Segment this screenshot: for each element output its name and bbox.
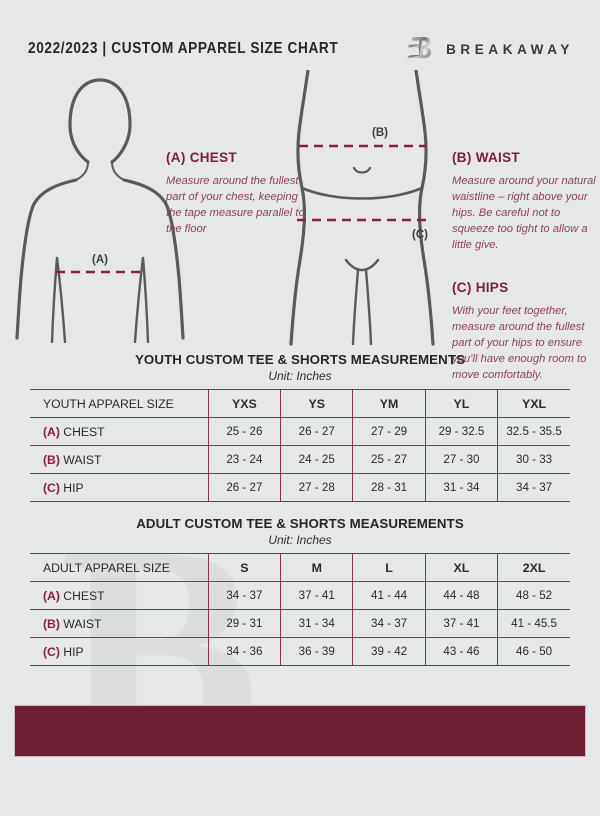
note-hips-heading: (C) HIPS [452, 280, 509, 295]
adult-size-table: ADULT APPAREL SIZE S M L XL 2XL (A) CHEST 34 - … [30, 553, 570, 666]
table-row: (C) HIP 26 - 27 27 - 28 28 - 31 31 - 34 34 - … [30, 473, 570, 502]
table-row: (A) CHEST 25 - 26 26 - 27 27 - 29 29 - 32.5 3… [30, 417, 570, 446]
measurement-cell: 44 - 48 [425, 581, 499, 610]
column-header-cell: YXS [208, 389, 282, 418]
row-code: (C) [43, 480, 60, 495]
note-hips: (C) HIPS With your feet together, measur… [452, 280, 600, 384]
lower-body-figure: (B) (C) [289, 70, 435, 346]
size-chart-page: 2022/2023 | CUSTOM APPAREL SIZE CHART BR… [0, 0, 600, 757]
footer-bar [14, 705, 586, 757]
column-header-cell: L [352, 553, 426, 582]
measurement-cell: 37 - 41 [280, 581, 354, 610]
brand-lockup: BREAKAWAY [407, 34, 574, 64]
row-label-cell: (C) HIP [30, 637, 209, 666]
measurement-cell: 41 - 45.5 [497, 609, 570, 638]
adult-table-block: ADULT CUSTOM TEE & SHORTS MEASUREMENTS U… [0, 516, 600, 666]
note-hips-body: With your feet together, measure around … [452, 305, 587, 381]
page-header: 2022/2023 | CUSTOM APPAREL SIZE CHART BR… [0, 0, 600, 70]
breakaway-b-logo-icon [407, 37, 432, 59]
measurement-cell: 25 - 26 [208, 417, 282, 446]
measurement-cell: 34 - 36 [208, 637, 282, 666]
row-label-cell: (A) CHEST [30, 417, 209, 446]
note-waist-body: Measure around your natural waistline – … [452, 175, 596, 251]
measurement-cell: 34 - 37 [208, 581, 282, 610]
column-header-cell: M [280, 553, 354, 582]
table-row: (A) CHEST 34 - 37 37 - 41 41 - 44 44 - 48 48 … [30, 581, 570, 610]
measurement-cell: 26 - 27 [208, 473, 282, 502]
measurement-cell: 29 - 31 [208, 609, 282, 638]
measurement-cell: 25 - 27 [352, 445, 426, 474]
measurement-cell: 34 - 37 [352, 609, 426, 638]
column-header-cell: YM [352, 389, 426, 418]
table-row: (B) WAIST 29 - 31 31 - 34 34 - 37 37 - 41 41 … [30, 609, 570, 638]
column-header-cell: YS [280, 389, 354, 418]
adult-table-title: ADULT CUSTOM TEE & SHORTS MEASUREMENTS [136, 516, 464, 531]
measurement-cell: 28 - 31 [352, 473, 426, 502]
measurement-cell: 27 - 29 [352, 417, 426, 446]
note-chest-body: Measure around the fullest part of your … [166, 175, 305, 235]
youth-table-title: YOUTH CUSTOM TEE & SHORTS MEASUREMENTS [134, 352, 466, 367]
measurement-cell: 29 - 32.5 [425, 417, 499, 446]
size-header-cell: ADULT APPAREL SIZE [30, 553, 209, 582]
measurement-diagrams: (A) (B) (C) [0, 70, 600, 381]
measurement-cell: 39 - 42 [352, 637, 426, 666]
youth-table-block: YOUTH CUSTOM TEE & SHORTS MEASUREMENTS U… [0, 352, 600, 502]
column-header-cell: S [208, 553, 282, 582]
table-row: (B) WAIST 23 - 24 24 - 25 25 - 27 27 - 30 30 … [30, 445, 570, 474]
measurement-cell: 36 - 39 [280, 637, 354, 666]
column-header-cell: YXL [497, 389, 570, 418]
measurement-cell: 48 - 52 [497, 581, 570, 610]
row-code: (B) [43, 452, 60, 467]
chest-measure-label: (A) [92, 254, 108, 266]
column-header-cell: YL [425, 389, 499, 418]
row-label-cell: (B) WAIST [30, 609, 209, 638]
measurement-cell: 23 - 24 [208, 445, 282, 474]
measurement-cell: 46 - 50 [497, 637, 570, 666]
table-row: (C) HIP 34 - 36 36 - 39 39 - 42 43 - 46 46 - … [30, 637, 570, 666]
measurement-cell: 34 - 37 [497, 473, 570, 502]
adult-table-unit: Unit: Inches [268, 533, 332, 547]
youth-table-unit: Unit: Inches [268, 369, 332, 383]
measurement-cell: 43 - 46 [425, 637, 499, 666]
row-label-cell: (B) WAIST [30, 445, 209, 474]
row-code: (B) [43, 616, 60, 631]
table-header-row: YOUTH APPAREL SIZE YXS YS YM YL YXL [30, 389, 570, 418]
hip-measure-label: (C) [412, 229, 428, 241]
page-title: 2022/2023 | CUSTOM APPAREL SIZE CHART [28, 40, 339, 57]
measurement-cell: 24 - 25 [280, 445, 354, 474]
table-header-row: ADULT APPAREL SIZE S M L XL 2XL [30, 553, 570, 582]
row-code: (C) [43, 644, 60, 659]
measurement-cell: 32.5 - 35.5 [497, 417, 570, 446]
waist-measure-label: (B) [372, 127, 388, 139]
measurement-cell: 41 - 44 [352, 581, 426, 610]
navel-detail [352, 166, 372, 174]
torso-figure: (A) [15, 78, 185, 344]
note-chest: (A) CHEST Measure around the fullest par… [166, 150, 314, 238]
note-waist-heading: (B) WAIST [452, 150, 520, 165]
youth-size-table: YOUTH APPAREL SIZE YXS YS YM YL YXL (A) CHEST 2… [30, 389, 570, 502]
youth-table-body: YOUTH APPAREL SIZE YXS YS YM YL YXL (A) CHEST 2… [30, 389, 570, 502]
column-header-cell: XL [425, 553, 499, 582]
adult-table-body: ADULT APPAREL SIZE S M L XL 2XL (A) CHEST 34 - … [30, 553, 570, 666]
note-waist: (B) WAIST Measure around your natural wa… [452, 150, 600, 254]
row-label-cell: (C) HIP [30, 473, 209, 502]
measurement-cell: 27 - 28 [280, 473, 354, 502]
row-label-cell: (A) CHEST [30, 581, 209, 610]
column-header-cell: 2XL [497, 553, 570, 582]
row-code: (A) [43, 588, 60, 603]
note-chest-heading: (A) CHEST [166, 150, 237, 165]
measurement-cell: 37 - 41 [425, 609, 499, 638]
brand-name: BREAKAWAY [446, 41, 574, 57]
size-header-cell: YOUTH APPAREL SIZE [30, 389, 209, 418]
measurement-cell: 31 - 34 [280, 609, 354, 638]
measurement-cell: 26 - 27 [280, 417, 354, 446]
measurement-cell: 31 - 34 [425, 473, 499, 502]
row-code: (A) [43, 424, 60, 439]
measurement-cell: 27 - 30 [425, 445, 499, 474]
measurement-cell: 30 - 33 [497, 445, 570, 474]
